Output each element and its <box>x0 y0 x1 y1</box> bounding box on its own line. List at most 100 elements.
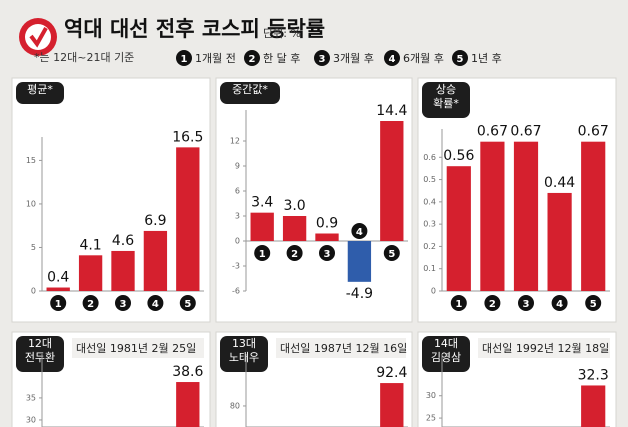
x-tick-label: 2 <box>87 299 94 310</box>
bar <box>513 141 539 291</box>
legend-badge <box>452 50 468 66</box>
bar <box>581 385 606 427</box>
category-badge <box>351 223 368 239</box>
panel-title: 14대 <box>434 337 458 350</box>
panel-tag <box>220 336 268 372</box>
legend-number: 2 <box>249 54 256 65</box>
legend-number: 5 <box>457 54 464 65</box>
panel-title: 김영삼 <box>431 351 461 364</box>
x-tick-label: 2 <box>489 299 496 310</box>
subtitle-box <box>276 338 406 358</box>
panel-subtitle: 대선일 1992년 12월 18일 <box>482 341 609 355</box>
category-badge <box>319 245 335 261</box>
bar <box>380 383 404 427</box>
value-label: 0.67 <box>510 124 541 140</box>
panel-title: 13대 <box>232 337 256 350</box>
category-badge <box>82 295 99 311</box>
bar <box>143 230 168 291</box>
y-tick-label: 15 <box>26 156 36 165</box>
y-tick-label: 0.6 <box>423 153 436 162</box>
category-badge <box>518 295 534 311</box>
legend-number: 3 <box>319 54 326 65</box>
x-tick-label: 3 <box>120 299 127 310</box>
panel-title: 확률* <box>433 97 459 110</box>
category-badge <box>484 295 501 311</box>
panel-tag <box>220 82 280 104</box>
title: 역대 대선 전후 코스피 등락률 <box>64 17 325 41</box>
y-tick-label: 10 <box>26 199 36 208</box>
category-badge <box>254 245 271 261</box>
y-tick-label: 0.4 <box>423 197 436 206</box>
bar <box>581 141 606 291</box>
bar <box>446 166 471 291</box>
bar <box>176 382 200 427</box>
x-tick-label: 4 <box>356 227 363 238</box>
legend-badge <box>314 50 330 66</box>
legend-badge <box>384 50 400 66</box>
y-tick-label: 3 <box>235 212 240 221</box>
value-label: 0.67 <box>578 124 609 140</box>
y-tick-label: 0.2 <box>423 242 436 251</box>
category-badge <box>147 295 164 311</box>
y-tick-label: 0 <box>31 287 36 296</box>
y-tick-label: 5 <box>31 243 36 252</box>
y-tick-label: 0 <box>431 287 436 296</box>
value-label: -4.9 <box>346 286 373 302</box>
x-tick-label: 2 <box>291 249 298 260</box>
bar <box>380 121 404 241</box>
panel-title: 상승 <box>436 83 456 96</box>
value-label: 14.4 <box>376 103 407 119</box>
value-label: 92.4 <box>376 365 407 381</box>
panel-subtitle: 대선일 1981년 2월 25일 <box>76 341 196 355</box>
panel-title: 평균* <box>27 83 53 96</box>
y-tick-label: 0.5 <box>423 175 436 184</box>
value-label: 0.67 <box>477 124 508 140</box>
value-label: 0.4 <box>47 270 69 286</box>
category-badge <box>286 245 303 261</box>
legend-label: 1개월 전 <box>195 52 236 65</box>
y-tick-label: 80 <box>230 401 240 410</box>
unit: 단위: % <box>263 27 301 40</box>
x-tick-label: 5 <box>388 249 395 260</box>
category-badge <box>585 295 602 311</box>
legend-badge <box>176 50 192 66</box>
bar <box>250 212 274 241</box>
note: *는 12대~21대 기준 <box>34 51 134 64</box>
x-tick-label: 4 <box>152 299 159 310</box>
bar <box>547 192 572 291</box>
bar <box>46 287 70 291</box>
x-tick-label: 1 <box>55 299 62 310</box>
legend-number: 1 <box>181 54 188 65</box>
value-label: 0.56 <box>443 148 474 164</box>
y-tick-label: 0 <box>235 237 240 246</box>
y-tick-label: 0.1 <box>423 264 436 273</box>
x-tick-label: 4 <box>556 299 563 310</box>
subtitle-box <box>72 338 204 358</box>
legend-label: 6개월 후 <box>403 52 444 65</box>
legend-label: 한 달 후 <box>263 52 300 65</box>
y-tick-label: 25 <box>426 414 436 423</box>
panel-tag <box>422 336 470 372</box>
y-tick-label: 30 <box>426 391 436 400</box>
value-label: 38.6 <box>172 364 203 380</box>
bar <box>78 255 103 291</box>
value-label: 0.44 <box>544 175 575 191</box>
value-label: 6.9 <box>144 213 166 229</box>
panel-title: 전두환 <box>25 351 55 364</box>
panel-tag <box>16 336 64 372</box>
bar <box>282 216 307 241</box>
x-tick-label: 1 <box>259 249 266 260</box>
panel-title: 노태우 <box>229 351 259 364</box>
y-tick-label: 12 <box>230 137 240 146</box>
y-tick-label: 30 <box>26 415 36 424</box>
y-tick-label: 35 <box>26 393 36 402</box>
logo-check <box>29 27 48 48</box>
category-badge <box>50 295 67 311</box>
value-label: 32.3 <box>578 367 609 383</box>
x-tick-label: 5 <box>184 299 191 310</box>
panel-title: 12대 <box>28 337 52 350</box>
value-label: 4.1 <box>79 237 101 253</box>
bar <box>480 141 505 291</box>
